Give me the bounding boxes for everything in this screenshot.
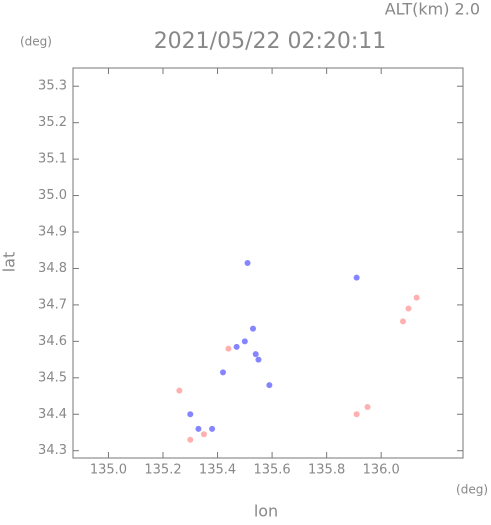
- y-axis-label: lat: [0, 252, 19, 273]
- y-tick-label: 34.7: [38, 297, 67, 312]
- y-tick-label: 35.1: [38, 152, 67, 167]
- echo-point: [400, 318, 406, 325]
- echo-point: [233, 343, 240, 350]
- echo-point: [364, 403, 371, 410]
- echo-point: [405, 305, 412, 312]
- echo-point: [200, 431, 207, 438]
- y-tick-label: 35.3: [38, 79, 67, 94]
- altitude-label: ALT(km) 2.0: [385, 0, 480, 19]
- echo-point: [187, 411, 194, 418]
- echo-point: [176, 387, 183, 394]
- echo-point: [250, 325, 256, 332]
- echo-point: [209, 425, 216, 432]
- x-tick-label: 136.0: [363, 463, 400, 478]
- y-unit: (deg): [20, 35, 52, 49]
- echo-point: [187, 436, 194, 443]
- chart-title: 2021/05/22 02:20:11: [154, 29, 387, 54]
- echo-point: [195, 425, 202, 432]
- echo-point: [225, 345, 232, 352]
- x-axis-label: lon: [254, 502, 278, 521]
- x-tick-label: 135.2: [144, 463, 181, 478]
- y-tick-label: 34.4: [38, 407, 67, 422]
- y-tick-label: 34.6: [38, 334, 67, 349]
- y-tick-label: 34.3: [38, 443, 67, 458]
- echo-point: [353, 274, 360, 281]
- x-tick-label: 135.4: [199, 463, 236, 478]
- echo-point: [244, 260, 251, 266]
- x-tick-label: 135.8: [308, 463, 345, 478]
- echo-point: [255, 356, 262, 363]
- y-tick-label: 34.9: [38, 225, 67, 240]
- echo-point: [353, 411, 360, 418]
- echo-point: [266, 382, 273, 389]
- y-tick-label: 35.2: [38, 115, 67, 130]
- x-unit: (deg): [456, 483, 488, 497]
- echo-point: [220, 369, 226, 376]
- echo-point: [241, 338, 248, 345]
- y-tick-label: 35.0: [38, 188, 67, 203]
- x-tick-label: 135.6: [253, 463, 290, 478]
- echo-point: [252, 351, 259, 358]
- plot-frame: [72, 67, 464, 459]
- echo-point: [413, 294, 420, 301]
- x-tick-label: 135.0: [90, 463, 127, 478]
- y-tick-label: 34.8: [38, 261, 67, 276]
- y-tick-label: 34.5: [38, 370, 67, 385]
